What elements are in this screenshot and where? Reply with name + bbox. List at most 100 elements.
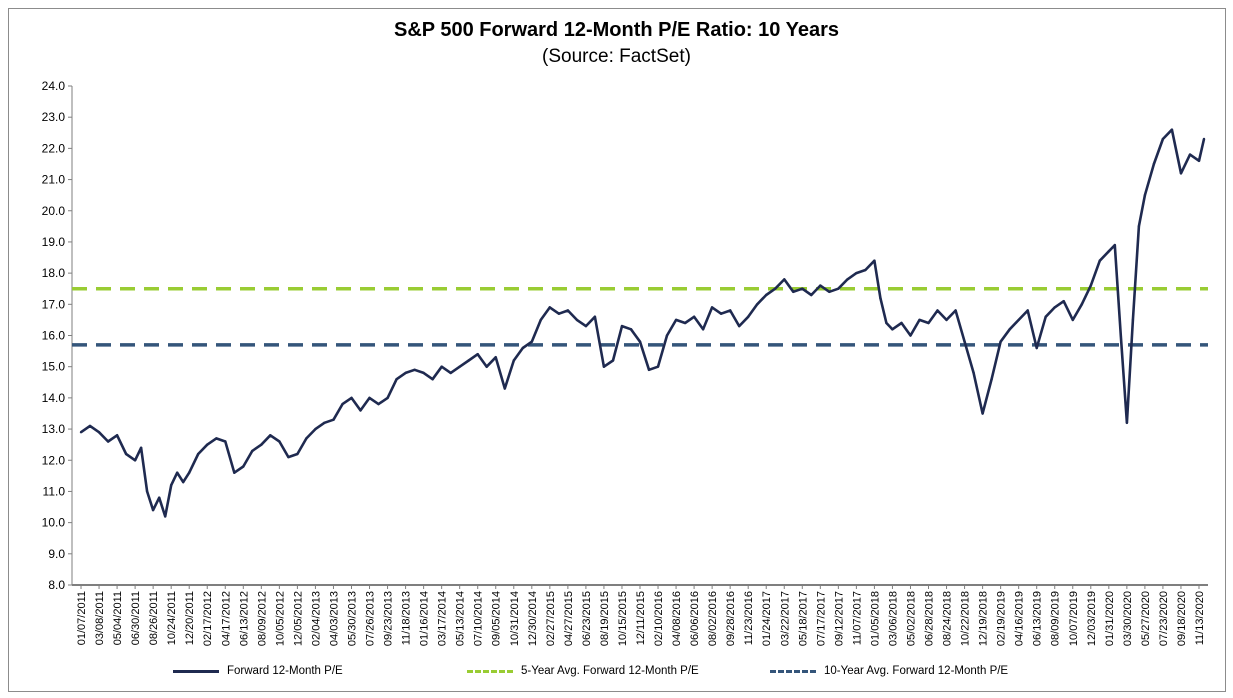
- forward-pe-point: [176, 471, 179, 474]
- y-tick-label: 14.0: [42, 391, 66, 405]
- y-tick-label: 24.0: [42, 79, 66, 93]
- x-tick-label: 04/08/2016: [671, 591, 683, 646]
- forward-pe-point: [729, 309, 732, 312]
- x-tick-label: 09/12/2017: [833, 591, 845, 646]
- forward-pe-point: [1008, 328, 1011, 331]
- forward-pe-point: [548, 306, 551, 309]
- forward-pe-point: [710, 306, 714, 309]
- x-tick-label: 06/30/2011: [130, 591, 142, 645]
- legend-label-forward-pe: Forward 12-Month P/E: [227, 665, 343, 677]
- forward-pe-point: [1017, 318, 1020, 322]
- forward-pe-point: [323, 421, 326, 424]
- forward-pe-point: [88, 424, 92, 428]
- y-tick-label: 13.0: [42, 422, 66, 436]
- x-tick-label: 08/24/2018: [942, 591, 954, 646]
- forward-pe-point: [1053, 306, 1056, 309]
- forward-pe-point: [954, 309, 957, 312]
- forward-pe-point: [719, 312, 723, 315]
- forward-pe-point: [765, 293, 768, 297]
- forward-pe-point: [79, 431, 83, 434]
- x-tick-label: 04/17/2012: [220, 591, 232, 646]
- x-tick-label: 06/06/2016: [689, 591, 701, 646]
- x-tick-label: 10/31/2014: [509, 591, 521, 646]
- x-tick-label: 10/07/2019: [1068, 591, 1080, 646]
- y-tick-label: 22.0: [42, 141, 66, 155]
- legend-item-forward-pe: Forward 12-Month P/E: [173, 665, 343, 677]
- x-tick-label: 05/18/2017: [797, 591, 809, 646]
- forward-pe-point: [485, 365, 488, 368]
- forward-pe-point: [449, 371, 452, 375]
- forward-pe-point: [431, 378, 434, 381]
- x-tick-label: 05/02/2018: [905, 591, 917, 646]
- forward-pe-point: [314, 427, 317, 431]
- forward-pe-point: [440, 365, 443, 368]
- forward-pe-point: [539, 318, 542, 322]
- x-tick-label: 08/09/2012: [256, 591, 268, 646]
- legend-swatch-5yr-avg: [467, 669, 513, 673]
- forward-pe-point: [251, 449, 254, 453]
- series-layer: [72, 128, 1208, 518]
- forward-pe-point: [647, 368, 651, 371]
- forward-pe-point: [936, 309, 939, 312]
- forward-pe-point: [701, 328, 705, 331]
- forward-pe-point: [747, 315, 750, 318]
- y-tick-label: 11.0: [43, 484, 66, 498]
- forward-pe-point: [575, 318, 579, 322]
- forward-pe-point: [341, 402, 344, 406]
- x-tick-label: 03/17/2014: [437, 591, 449, 646]
- forward-pe-point: [233, 471, 236, 474]
- x-tick-label: 04/27/2015: [563, 591, 575, 646]
- forward-pe-point: [885, 321, 888, 325]
- forward-pe-point: [990, 378, 993, 381]
- forward-pe-point: [611, 359, 615, 362]
- forward-pe-point: [260, 443, 263, 446]
- forward-pe-point: [873, 259, 876, 262]
- forward-pe-point: [792, 290, 795, 293]
- y-tick-label: 16.0: [42, 329, 66, 343]
- forward-pe-point: [1197, 159, 1201, 162]
- forward-pe-point: [972, 371, 975, 375]
- forward-pe-point: [494, 356, 497, 359]
- forward-pe-point: [151, 508, 155, 512]
- x-tick-label: 08/09/2019: [1050, 591, 1062, 646]
- forward-pe-point: [1062, 300, 1065, 303]
- forward-pe-point: [879, 296, 882, 300]
- series-forward-pe-line: [80, 128, 1206, 518]
- x-tick-label: 12/05/2012: [292, 591, 304, 646]
- x-tick-label: 09/28/2016: [725, 591, 737, 646]
- forward-pe-point: [170, 484, 173, 487]
- x-tick-label: 06/13/2019: [1032, 591, 1044, 646]
- forward-pe-point: [145, 490, 149, 493]
- x-tick-label: 12/30/2014: [527, 591, 539, 646]
- x-tick-label: 06/13/2012: [238, 591, 250, 646]
- forward-pe-point: [124, 452, 128, 456]
- forward-pe-point: [1098, 259, 1102, 262]
- legend-item-5yr-avg: 5-Year Avg. Forward 12-Month P/E: [467, 665, 699, 677]
- x-tick-label: 02/04/2013: [310, 591, 322, 646]
- forward-pe-point: [674, 318, 678, 322]
- x-tick-label: 05/30/2013: [346, 591, 358, 646]
- forward-pe-point: [188, 471, 191, 474]
- forward-pe-point: [1026, 309, 1029, 312]
- x-tick-label: 10/24/2011: [166, 591, 178, 645]
- x-tick-label: 12/03/2019: [1086, 591, 1098, 646]
- x-tick-label: 12/20/2011: [184, 591, 196, 645]
- forward-pe-point: [182, 480, 185, 484]
- chart-subtitle: (Source: FactSet): [542, 46, 691, 67]
- forward-pe-point: [368, 396, 371, 400]
- forward-pe-point: [530, 340, 533, 343]
- y-tick-label: 12.0: [42, 453, 66, 467]
- x-tick-label: 09/23/2013: [383, 591, 395, 646]
- forward-pe-point: [656, 365, 660, 368]
- chart-frame: [8, 8, 1226, 692]
- forward-pe-point: [377, 402, 380, 406]
- x-tick-label: 07/17/2017: [815, 591, 827, 646]
- forward-pe-point: [1119, 334, 1123, 337]
- forward-pe-point: [1071, 318, 1075, 322]
- forward-pe-point: [1044, 315, 1047, 318]
- x-tick-label: 02/19/2019: [996, 591, 1008, 646]
- forward-pe-point: [1170, 128, 1174, 131]
- forward-pe-point: [467, 359, 470, 362]
- forward-pe-point: [593, 315, 597, 318]
- x-tick-label: 03/06/2018: [887, 591, 899, 646]
